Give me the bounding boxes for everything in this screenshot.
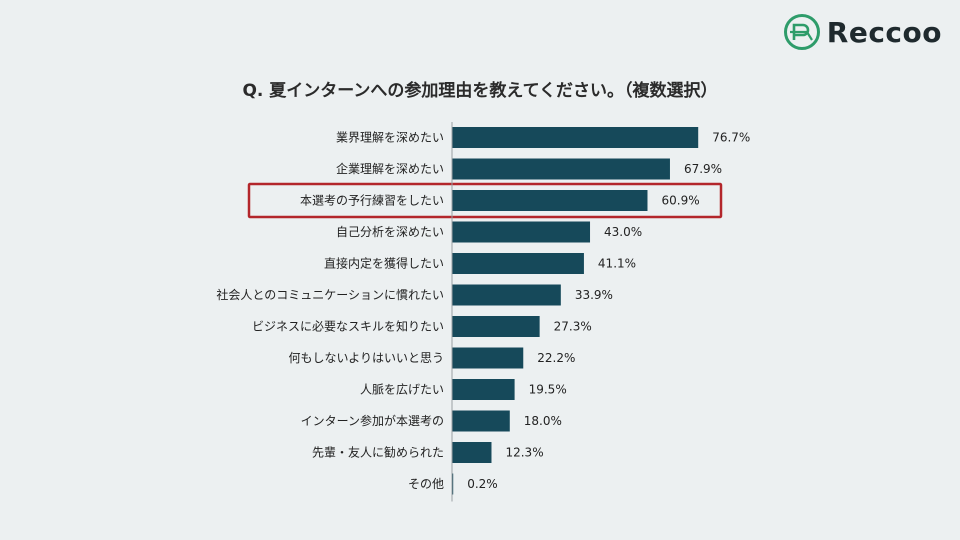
value-label-8: 22.2% [537, 351, 575, 365]
category-label-10: インターン参加が本選考の [301, 413, 444, 428]
highlight-box [247, 182, 723, 219]
bar-7 [452, 316, 540, 337]
category-label-12: その他 [408, 477, 444, 491]
value-label-5: 41.1% [598, 257, 636, 271]
value-label-4: 43.0% [604, 225, 642, 239]
value-label-7: 27.3% [554, 320, 592, 334]
brand-logo: Reccoo [783, 13, 942, 51]
bar-8 [452, 347, 524, 369]
bar-9 [452, 379, 515, 400]
value-label-1: 76.7% [712, 131, 750, 145]
reccoo-logo-icon [783, 14, 820, 50]
category-label-8: 何もしないよりはいいと思う [288, 351, 444, 365]
value-label-6: 33.9% [575, 288, 613, 302]
value-label-3: 60.9% [661, 194, 699, 208]
category-label-5: 直接内定を獲得したい [324, 256, 444, 271]
category-label-11: 先輩・友人に勧められた [312, 445, 444, 460]
bar-1 [452, 127, 699, 148]
value-label-10: 18.0% [524, 414, 562, 428]
bar-12 [452, 473, 454, 495]
bar-11 [452, 442, 492, 463]
bar-6 [452, 284, 561, 306]
category-label-4: 自己分析を深めたい [336, 225, 444, 239]
bar-10 [452, 410, 510, 432]
category-label-6: 社会人とのコミュニケーションに慣れたい [216, 287, 444, 302]
category-label-3: 本選考の予行練習をしたい [300, 194, 444, 208]
category-label-9: 人脈を広げたい [360, 383, 444, 397]
category-label-1: 業界理解を深めたい [336, 131, 444, 145]
bar-4 [452, 221, 591, 243]
category-label-2: 企業理解を深めたい [336, 161, 444, 176]
value-label-2: 67.9% [684, 162, 722, 176]
value-label-9: 19.5% [529, 383, 567, 397]
value-label-11: 12.3% [505, 446, 543, 460]
chart-title: Q. 夏インターンへの参加理由を教えてください。（複数選択） [242, 81, 718, 101]
brand-name: Reccoo [826, 15, 942, 49]
bar-2 [452, 158, 670, 180]
value-label-12: 0.2% [467, 477, 498, 491]
bar-5 [452, 253, 584, 274]
category-label-7: ビジネスに必要なスキルを知りたい [252, 320, 444, 334]
bar-3 [452, 190, 648, 211]
